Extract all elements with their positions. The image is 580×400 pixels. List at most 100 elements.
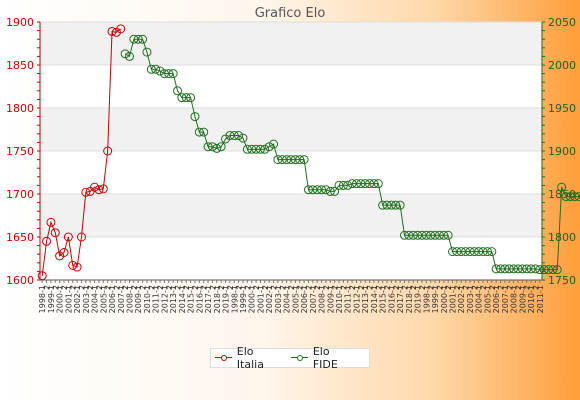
x-tick-label: 2 xyxy=(200,285,209,290)
x-tick-label: 2 xyxy=(77,285,86,290)
x-tick-label: 2 xyxy=(69,285,78,290)
data-point-elo-fide xyxy=(146,64,156,74)
data-point-elo-fide xyxy=(225,131,235,141)
series-elo-fide xyxy=(120,34,580,275)
x-tick-label: 2006-1 xyxy=(300,285,309,313)
legend-swatch-elo-italia xyxy=(215,353,232,363)
data-point-elo-italia xyxy=(107,26,117,36)
data-point-elo-fide xyxy=(216,142,226,152)
data-point-elo-fide xyxy=(238,133,248,143)
x-tick-label: 2 xyxy=(348,285,357,290)
x-tick-label: 2006-1 xyxy=(492,285,501,313)
x-tick-label: 2 xyxy=(531,285,540,290)
data-point-elo-italia xyxy=(50,228,60,238)
x-tick-label: 2013-1 xyxy=(169,285,178,313)
data-point-elo-fide xyxy=(317,185,327,195)
left-tick-label: 1700 xyxy=(6,188,34,201)
data-point-elo-italia xyxy=(81,187,91,197)
x-tick-label: 2015-1 xyxy=(379,285,388,313)
x-tick-label: 2000-1 xyxy=(248,285,257,313)
x-tick-label: 2016-1 xyxy=(195,285,204,313)
x-tick-label: 2019-1 xyxy=(414,285,423,313)
x-tick-label: 2010-1 xyxy=(335,285,344,313)
data-point-elo-italia xyxy=(90,182,100,192)
data-point-elo-fide xyxy=(426,230,436,240)
x-tick-label: 2002-1 xyxy=(73,285,82,313)
right-tick-label: 1850 xyxy=(548,188,576,201)
data-point-elo-fide xyxy=(251,144,261,154)
data-point-elo-fide xyxy=(500,264,510,274)
legend-item-elo-fide: Elo FIDE xyxy=(291,345,355,371)
data-point-elo-fide xyxy=(124,51,134,61)
data-point-elo-fide xyxy=(456,247,466,257)
axes xyxy=(37,21,545,283)
x-tick-label: 2012-1 xyxy=(352,285,361,313)
x-tick-label: 2 xyxy=(174,285,183,290)
x-tick-label: 2 xyxy=(191,285,200,290)
data-point-elo-fide xyxy=(273,155,283,165)
x-tick-label: 2 xyxy=(427,285,436,290)
x-tick-label: 2 xyxy=(121,285,130,290)
x-tick-label: 2 xyxy=(505,285,514,290)
data-point-elo-italia xyxy=(68,260,78,270)
x-tick-label: 2 xyxy=(165,285,174,290)
data-point-elo-fide xyxy=(465,247,475,257)
x-tick-label: 2004-1 xyxy=(475,285,484,313)
data-point-elo-fide xyxy=(570,192,580,202)
x-tick-label: 2 xyxy=(470,285,479,290)
x-tick-label: 2 xyxy=(409,285,418,290)
x-tick-label: 2003-1 xyxy=(274,285,283,313)
x-tick-label: 2 xyxy=(51,285,60,290)
data-point-elo-fide xyxy=(269,139,279,149)
legend: Elo Italia Elo FIDE xyxy=(210,345,370,371)
data-point-elo-fide xyxy=(308,185,318,195)
x-tick-label: 2 xyxy=(392,285,401,290)
right-axis-ticks: 1750 1800 1850 1900 1950 2000 2050 xyxy=(548,16,576,287)
x-tick-label: 2007-1 xyxy=(309,285,318,313)
data-point-elo-fide xyxy=(487,247,497,257)
x-tick-label: 2 xyxy=(43,285,52,290)
data-point-elo-fide xyxy=(421,230,431,240)
x-tick-label: 2 xyxy=(296,285,305,290)
x-tick-label: 2017-1 xyxy=(204,285,213,313)
left-axis-ticks: 1600 1650 1700 1750 1800 1850 1900 xyxy=(6,16,34,287)
x-tick-label: 2003-1 xyxy=(466,285,475,313)
x-tick-label: 2003-1 xyxy=(82,285,91,313)
x-tick-label: 2 xyxy=(497,285,506,290)
data-point-elo-fide xyxy=(395,200,405,210)
x-tick-label: 2 xyxy=(182,285,191,290)
data-point-elo-fide xyxy=(391,200,401,210)
x-tick-label: 2014-1 xyxy=(178,285,187,313)
data-point-elo-fide xyxy=(434,230,444,240)
legend-swatch-elo-fide xyxy=(291,353,308,363)
data-point-elo-italia xyxy=(42,236,52,246)
x-tick-label: 2 xyxy=(523,285,532,290)
x-tick-label: 2 xyxy=(261,285,270,290)
left-tick-label: 1750 xyxy=(6,145,34,158)
x-tick-label: 2009-1 xyxy=(518,285,527,313)
x-tick-label: 1999-1 xyxy=(47,285,56,313)
x-tick-label: 2008-1 xyxy=(125,285,134,313)
x-tick-label: 2001-1 xyxy=(449,285,458,313)
x-tick-label: 2 xyxy=(313,285,322,290)
data-point-elo-fide xyxy=(177,93,187,103)
data-point-elo-fide xyxy=(212,143,222,153)
x-tick-label: 2 xyxy=(435,285,444,290)
data-point-elo-fide xyxy=(413,230,423,240)
data-point-elo-fide xyxy=(242,144,252,154)
data-point-elo-fide xyxy=(373,179,383,189)
x-tick-label: 2 xyxy=(252,285,261,290)
data-point-elo-italia xyxy=(46,217,56,227)
data-point-elo-fide xyxy=(378,200,388,210)
x-tick-label: 2 xyxy=(453,285,462,290)
data-point-elo-fide xyxy=(151,64,161,74)
x-tick-label: 2 xyxy=(278,285,287,290)
x-tick-label: 2011-1 xyxy=(152,285,161,313)
data-point-elo-fide xyxy=(325,186,335,196)
x-tick-label: 2014-1 xyxy=(370,285,379,313)
x-tick-label: 2013-1 xyxy=(361,285,370,313)
x-tick-label: 2001-1 xyxy=(256,285,265,313)
x-tick-label: 2008-1 xyxy=(318,285,327,313)
x-tick-label: 2011-1 xyxy=(344,285,353,313)
data-point-elo-fide xyxy=(234,131,244,141)
